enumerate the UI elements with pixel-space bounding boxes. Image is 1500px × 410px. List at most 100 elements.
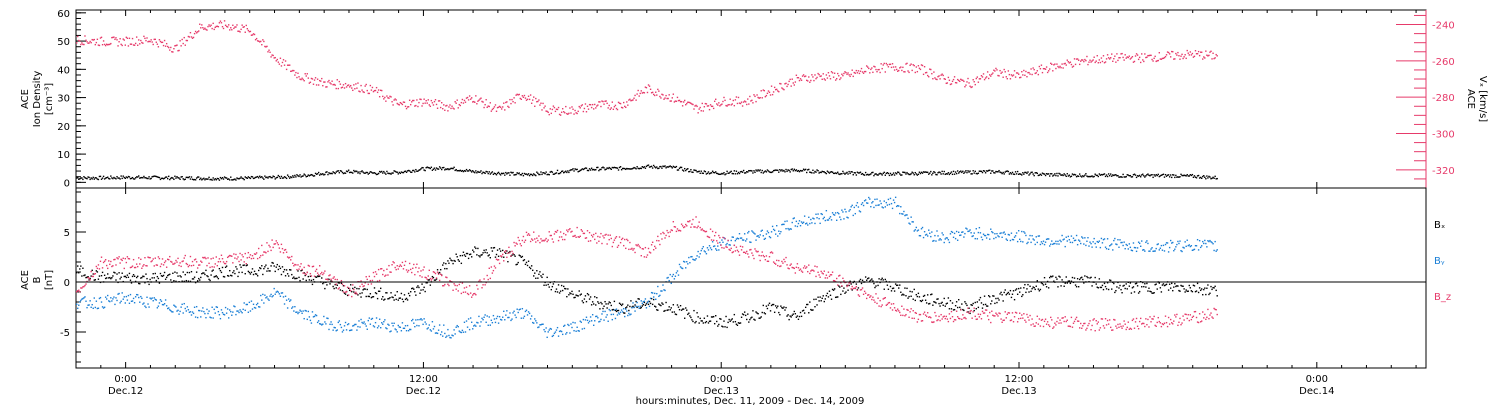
- by-point: [340, 326, 343, 329]
- by-point: [809, 222, 811, 225]
- vx-point: [904, 71, 906, 73]
- bx-point: [340, 282, 343, 285]
- ion-density-point: [956, 170, 959, 172]
- ion-density-point: [125, 176, 128, 178]
- bx-point: [168, 274, 170, 276]
- bx-point: [719, 317, 721, 320]
- ion-density-point: [659, 165, 661, 168]
- ion-density-point: [376, 173, 379, 175]
- by-point: [246, 303, 249, 306]
- by-point: [601, 313, 603, 315]
- bx-point: [797, 318, 800, 321]
- bx-point: [119, 278, 121, 280]
- by-point: [1096, 240, 1098, 243]
- ion-density-point: [383, 170, 385, 173]
- ion-density-point: [734, 173, 737, 175]
- vx-point: [913, 64, 915, 67]
- vx-point: [417, 105, 419, 108]
- by-point: [1068, 239, 1071, 241]
- by-point: [436, 332, 439, 335]
- vx-point: [222, 27, 225, 30]
- ion-density-point: [1137, 175, 1140, 177]
- ion-density-point: [1127, 174, 1129, 176]
- by-point: [498, 315, 501, 318]
- vx-point: [550, 112, 553, 115]
- bz-point: [218, 258, 221, 260]
- bx-point: [506, 250, 508, 252]
- by-point: [901, 213, 903, 215]
- vx-point: [783, 88, 785, 91]
- bz-point: [114, 258, 116, 261]
- ion-density-point: [920, 171, 923, 174]
- bx-point: [1128, 285, 1131, 287]
- ion-density-point: [1012, 173, 1015, 175]
- by-point: [99, 296, 102, 299]
- vx-point: [150, 39, 152, 41]
- by-point: [726, 242, 728, 245]
- by-point: [1108, 245, 1111, 247]
- vx-point: [930, 68, 932, 71]
- bz-point: [390, 271, 392, 273]
- bz-point: [321, 271, 323, 274]
- by-point: [568, 324, 570, 327]
- bx-point: [878, 278, 880, 280]
- vx-point: [91, 38, 93, 41]
- ion-density-point: [810, 171, 812, 174]
- bx-point: [1199, 289, 1202, 292]
- vx-point: [521, 95, 524, 97]
- ion-density-point: [629, 168, 631, 170]
- bz-point: [130, 266, 133, 268]
- vx-point: [579, 107, 581, 109]
- vx-point: [198, 30, 200, 32]
- bx-point: [280, 273, 283, 276]
- by-point: [1158, 249, 1161, 251]
- ion-density-point: [1105, 174, 1108, 176]
- by-point: [476, 321, 478, 324]
- bx-point: [230, 274, 232, 277]
- by-point: [494, 321, 497, 324]
- vx-point: [756, 94, 758, 96]
- vx-point: [741, 105, 744, 107]
- bz-point: [421, 276, 423, 278]
- by-point: [1040, 241, 1043, 243]
- by-point: [278, 293, 281, 295]
- bx-point: [392, 296, 394, 299]
- vx-point: [679, 101, 682, 103]
- bx-point: [1060, 285, 1062, 287]
- by-point: [1069, 241, 1072, 244]
- vx-point: [180, 45, 182, 47]
- ion-density-point: [1210, 178, 1212, 180]
- bx-point: [788, 318, 790, 321]
- vx-point: [893, 69, 896, 71]
- ion-density-point: [1108, 175, 1111, 177]
- bx-point: [465, 252, 468, 255]
- ion-density-point: [890, 174, 893, 176]
- by-point: [827, 219, 830, 221]
- ion-density-point: [94, 177, 97, 179]
- bx-point: [1192, 284, 1195, 286]
- ion-density-point: [670, 166, 672, 168]
- ion-density-point: [583, 168, 586, 170]
- bx-point: [980, 302, 983, 304]
- vx-point: [504, 109, 506, 111]
- by-point: [1187, 244, 1189, 247]
- ion-density-point: [150, 177, 152, 180]
- ion-density-point: [701, 172, 703, 174]
- vx-point: [755, 100, 757, 103]
- by-point: [382, 323, 384, 325]
- vx-point: [718, 102, 720, 104]
- vx-point: [717, 104, 719, 106]
- ion-density-point: [857, 172, 860, 174]
- ion-density-point: [908, 173, 910, 176]
- vx-point: [205, 28, 207, 31]
- bx-point: [787, 314, 789, 316]
- ion-density-point: [154, 175, 156, 177]
- ion-density-point: [465, 168, 468, 171]
- ion-density-point: [312, 175, 315, 177]
- vx-point: [403, 101, 406, 104]
- ion-density-point: [477, 170, 479, 173]
- vx-point: [842, 74, 844, 77]
- vx-point: [919, 68, 922, 71]
- ion-density-point: [427, 166, 429, 169]
- by-point: [1191, 249, 1194, 252]
